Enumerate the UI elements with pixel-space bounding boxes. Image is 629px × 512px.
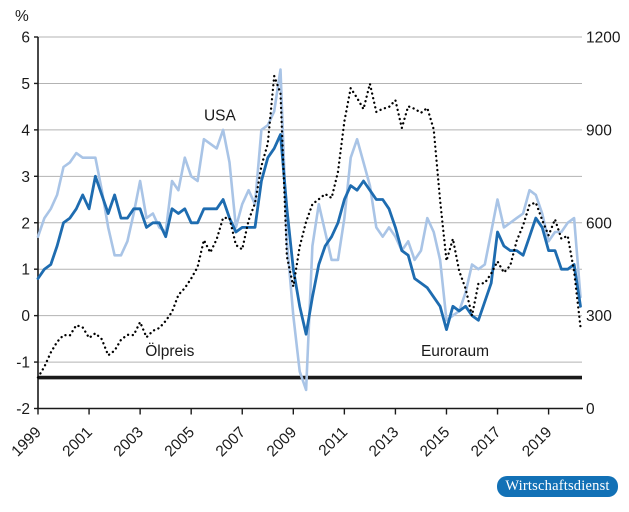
right-axis-label: 300: [586, 308, 612, 325]
y-axis-label: 4: [21, 122, 30, 139]
wirtschaftsdienst-badge-label: Wirtschaftsdienst: [505, 478, 610, 494]
y-axis-label: 2: [21, 215, 30, 232]
x-axis-label: 2019: [519, 424, 555, 460]
x-axis-label: 2011: [316, 424, 352, 460]
x-axis-label: 2005: [162, 424, 198, 460]
right-axis-label: 1200: [586, 30, 621, 47]
x-axis-label: 1999: [8, 424, 44, 460]
x-axis-label: 2009: [264, 424, 300, 460]
x-axis-label: 2013: [366, 424, 402, 460]
oelpreis-line: [36, 74, 582, 379]
right-axis-label: 0: [586, 401, 595, 418]
annotation-oelpreis: Ölpreis: [145, 342, 194, 360]
wirtschaftsdienst-badge[interactable]: Wirtschaftsdienst: [497, 476, 618, 497]
annotation-usa: USA: [204, 108, 237, 125]
y-axis-label: 3: [21, 169, 30, 186]
y-axis-unit-label: %: [15, 8, 29, 25]
y-axis-label: 1: [21, 262, 30, 279]
y-axis-label: 6: [21, 30, 30, 47]
x-axis-label: 2017: [468, 424, 504, 460]
annotation-euroraum: Euroraum: [421, 343, 489, 360]
x-axis-label: 2015: [417, 424, 453, 460]
x-axis-label: 2007: [213, 424, 249, 460]
euroraum-line: [36, 133, 582, 336]
x-axis-label: 2003: [111, 424, 147, 460]
y-axis-label: -1: [16, 355, 30, 372]
usa-line: [36, 68, 582, 392]
y-axis-label: 5: [21, 76, 30, 93]
y-axis-label: -2: [16, 401, 30, 418]
right-axis-label: 600: [586, 215, 612, 232]
right-axis-label: 900: [586, 122, 612, 139]
x-axis-label: 2001: [59, 424, 95, 460]
y-axis-label: 0: [21, 308, 30, 325]
